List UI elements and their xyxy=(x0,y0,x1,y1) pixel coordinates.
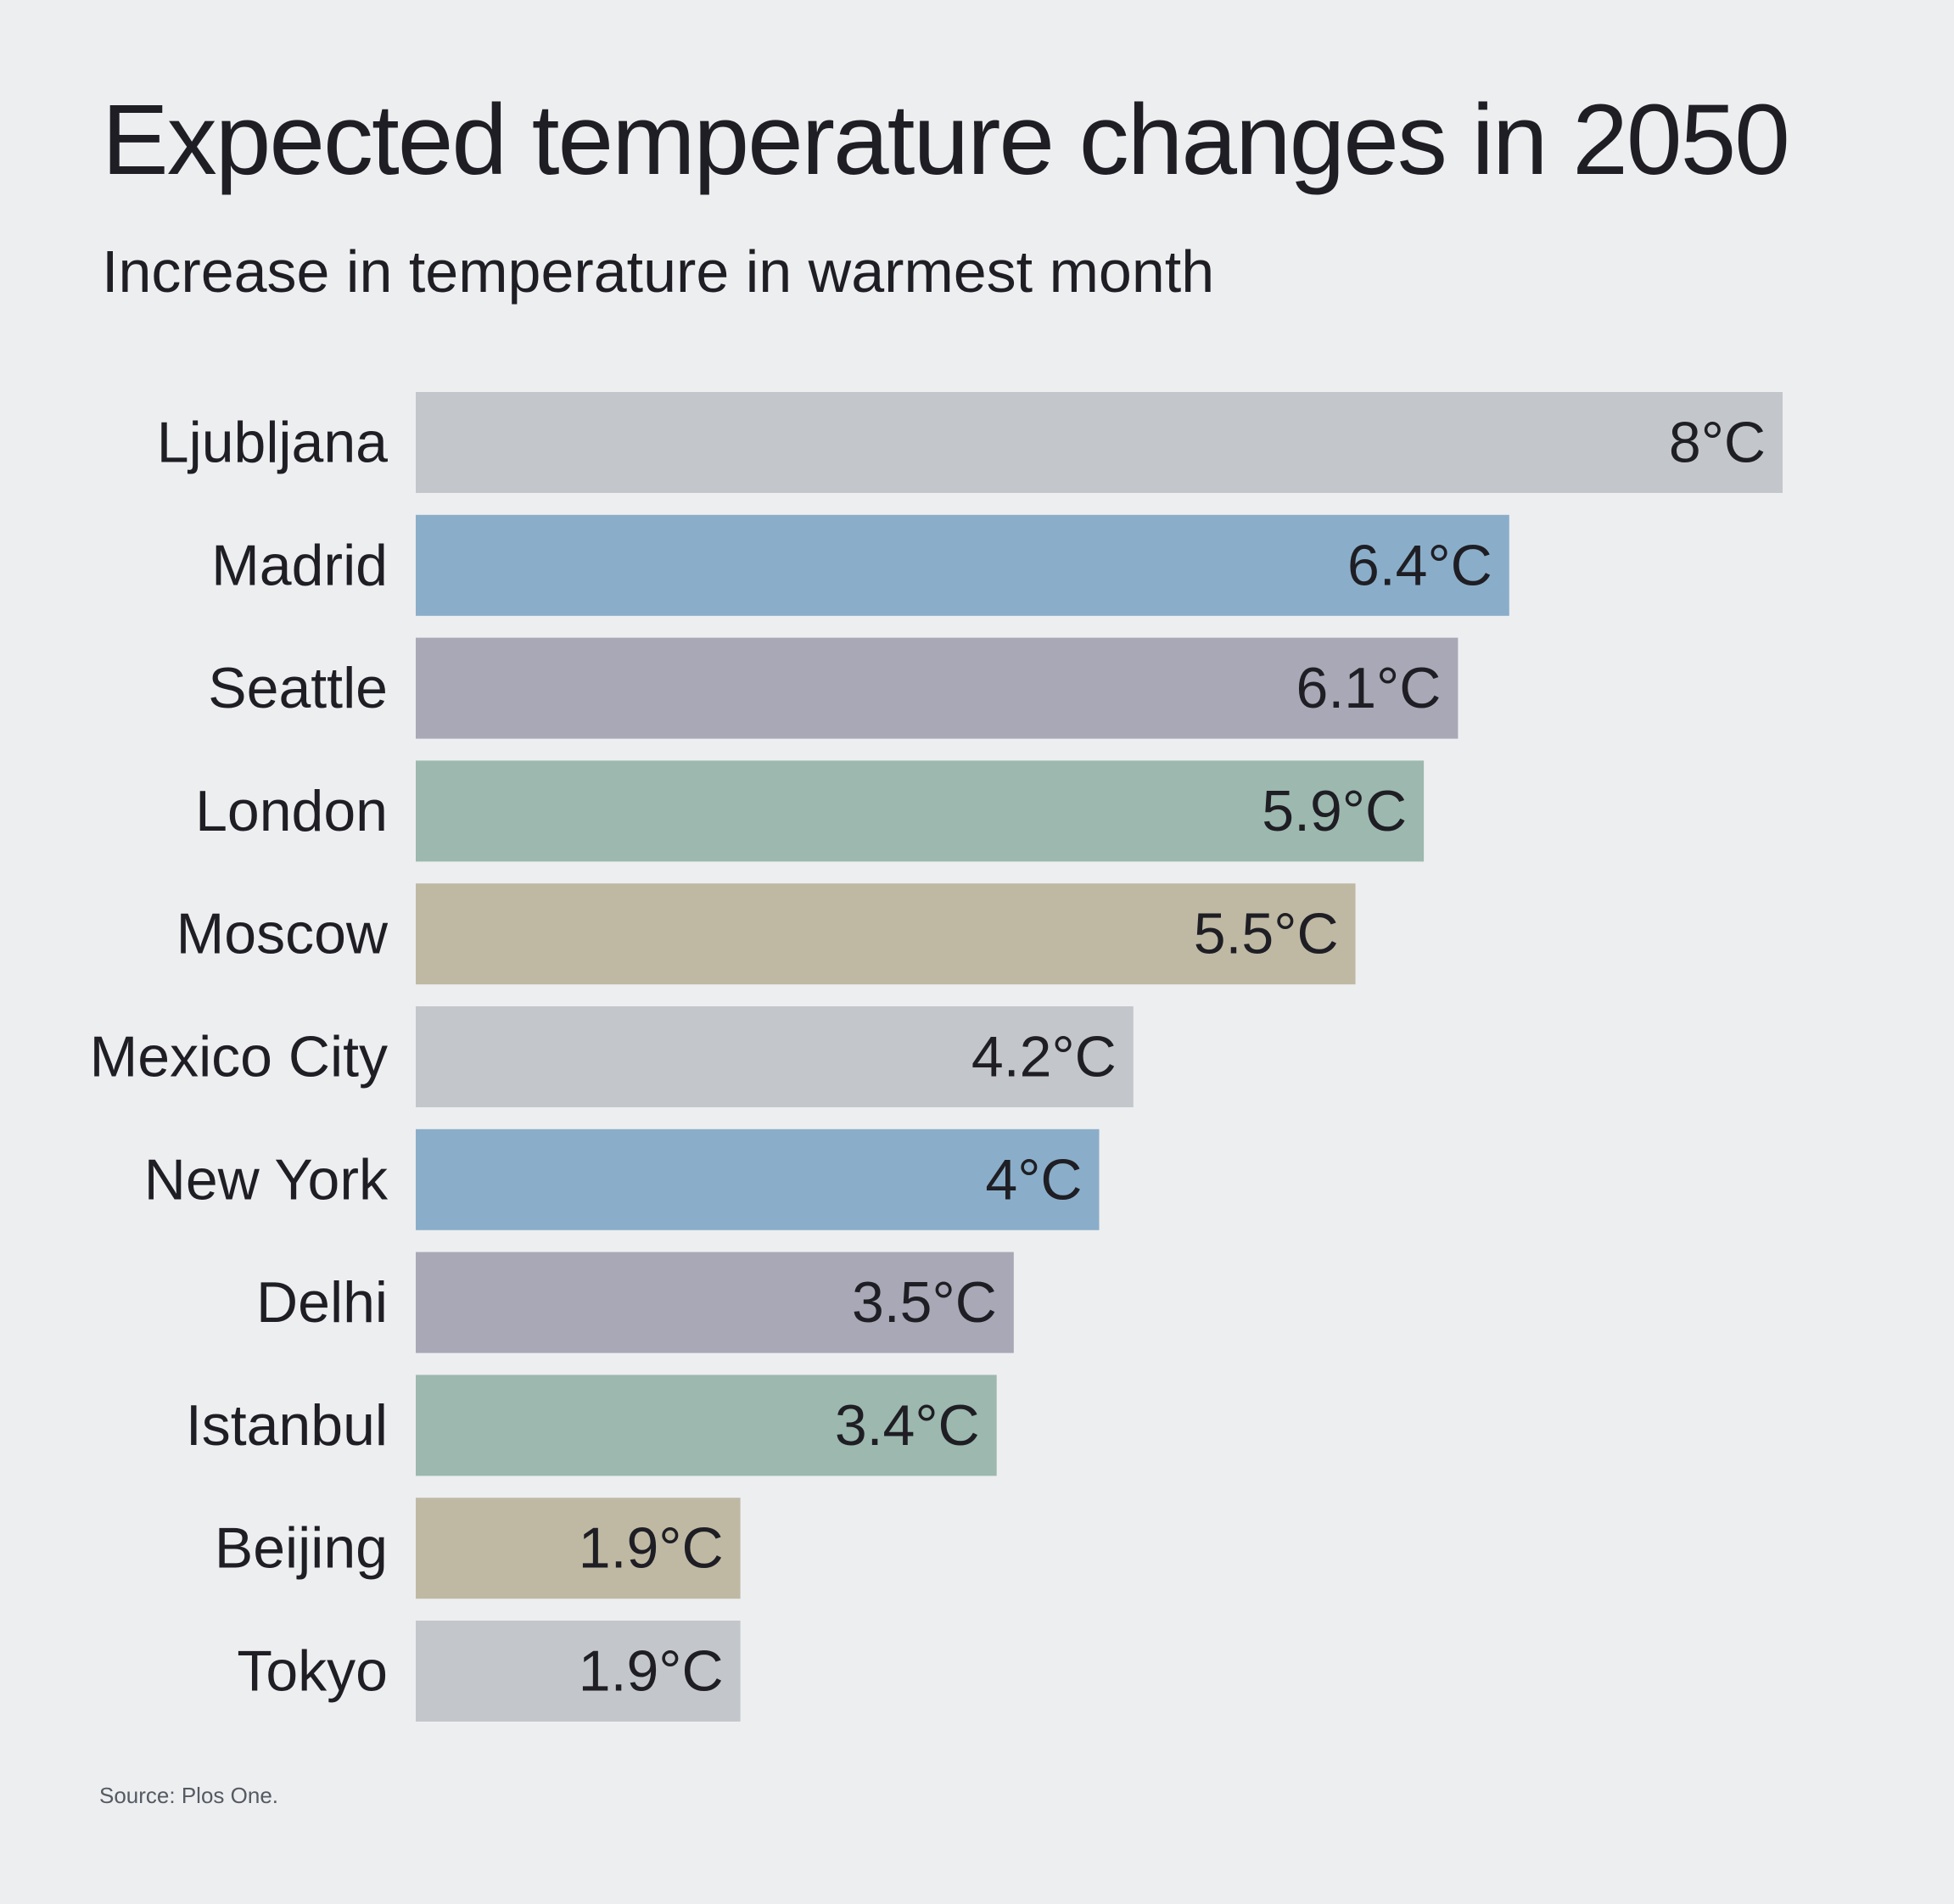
value-label: 5.5°C xyxy=(1194,902,1339,966)
value-label: 3.4°C xyxy=(835,1393,980,1458)
category-label: New York xyxy=(144,1147,389,1212)
category-label: Ljubljana xyxy=(157,411,388,475)
bar xyxy=(416,392,1783,493)
bars-group: Ljubljana 8°C Madrid 6.4°C Seattle 6.1°C Londo… xyxy=(90,392,1783,1722)
category-label: Mexico City xyxy=(90,1025,388,1089)
value-label: 8°C xyxy=(1669,411,1766,475)
value-label: 4.2°C xyxy=(971,1025,1117,1089)
category-label: Beijing xyxy=(215,1516,388,1581)
value-label: 5.9°C xyxy=(1262,779,1407,843)
category-label: Delhi xyxy=(256,1270,388,1335)
bar xyxy=(416,1375,997,1476)
category-label: Istanbul xyxy=(186,1393,388,1458)
value-label: 1.9°C xyxy=(579,1516,724,1581)
bar xyxy=(416,514,1509,616)
value-label: 3.5°C xyxy=(852,1270,997,1335)
bar xyxy=(416,760,1425,862)
category-label: Tokyo xyxy=(237,1639,388,1704)
category-label: Madrid xyxy=(211,533,388,597)
chart-title: Expected temperature changes in 2050 xyxy=(102,84,1790,196)
bar xyxy=(416,637,1459,739)
bar xyxy=(416,1498,741,1599)
category-label: London xyxy=(195,779,388,843)
category-label: Seattle xyxy=(208,656,388,720)
category-label: Moscow xyxy=(176,902,389,966)
bar xyxy=(416,1621,741,1722)
value-label: 6.1°C xyxy=(1296,656,1442,720)
value-label: 4°C xyxy=(985,1147,1082,1212)
bar xyxy=(416,883,1356,985)
bar xyxy=(416,1128,1100,1230)
value-label: 6.4°C xyxy=(1347,533,1492,597)
bar xyxy=(416,1006,1134,1107)
chart-subtitle: Increase in temperature in warmest month xyxy=(102,238,1215,305)
value-label: 1.9°C xyxy=(579,1639,724,1704)
bar xyxy=(416,1252,1014,1353)
source-note: Source: Plos One. xyxy=(99,1783,278,1808)
